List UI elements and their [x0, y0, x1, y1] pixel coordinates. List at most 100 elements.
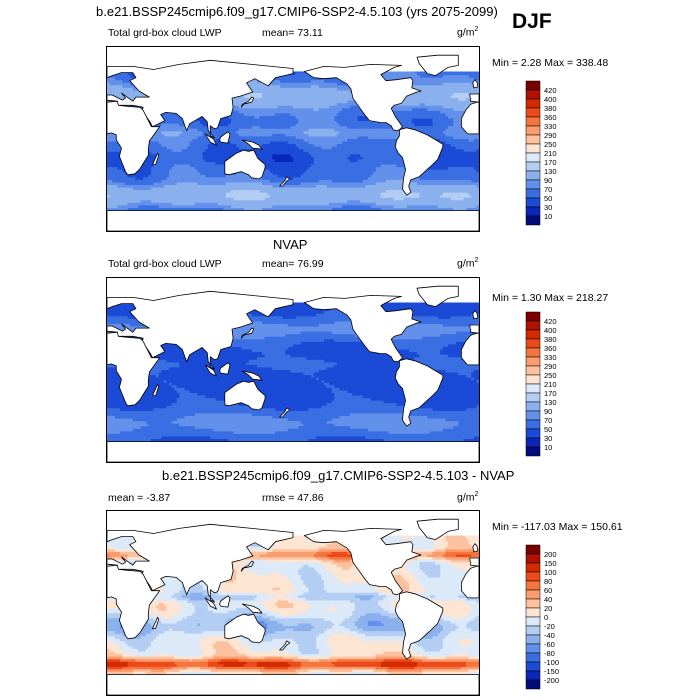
colorbar-swatch	[525, 170, 541, 181]
colorbar-swatch	[525, 80, 541, 91]
colorbar-swatch	[525, 446, 541, 457]
colorbar-swatch	[525, 589, 541, 600]
colorbar-swatch	[525, 437, 541, 448]
continent-outlines	[107, 518, 479, 695]
colorbar-swatch	[525, 392, 541, 403]
colorbar-tick-label: -40	[544, 631, 555, 640]
colorbar-tick-label: 0	[544, 613, 548, 622]
colorbar-tick-label: 170	[544, 389, 557, 398]
colorbar-tick-label: 70	[544, 185, 552, 194]
continent-outlines	[107, 54, 479, 231]
colorbar-tick-label: 60	[544, 586, 552, 595]
colorbar-swatch	[525, 383, 541, 394]
colorbar-tick-label: 400	[544, 95, 557, 104]
colorbar-swatch	[525, 607, 541, 618]
colorbar-swatch	[525, 89, 541, 100]
colorbar-tick-label: 10	[544, 212, 552, 221]
colorbar-swatch	[525, 179, 541, 190]
colorbar-swatch	[525, 562, 541, 573]
panel-obs-colorbar: 420 400 380 360 330 290 250 210 170 130 90 70 50 30 10	[525, 311, 586, 457]
panel-diff-mean-label: mean = -3.87	[108, 492, 170, 504]
panel-model-colorbar: 420 400 380 360 330 290 250 210 170 130 90 70 50 30 10	[525, 80, 586, 226]
colorbar-tick-label: 40	[544, 595, 552, 604]
colorbar-swatch	[525, 347, 541, 358]
colorbar-swatch	[525, 401, 541, 412]
colorbar-tick-label: 170	[544, 158, 557, 167]
panel-obs-mean-label: mean= 76.99	[262, 258, 324, 270]
panel-diff-field	[107, 511, 479, 695]
colorbar-swatch	[525, 107, 541, 118]
colorbar-swatch	[525, 197, 541, 208]
colorbar-tick-label: 30	[544, 434, 552, 443]
colorbar-swatch	[525, 365, 541, 376]
panel-obs-field	[107, 278, 479, 462]
colorbar-swatch	[525, 188, 541, 199]
colorbar-tick-label: 330	[544, 353, 557, 362]
colorbar-tick-label: -80	[544, 649, 555, 658]
colorbar-swatch	[525, 643, 541, 654]
panel-obs-variable-label: Total grd-box cloud LWP	[108, 258, 222, 270]
colorbar-tick-label: 90	[544, 176, 552, 185]
colorbar-swatch	[525, 338, 541, 349]
main-title: b.e21.BSSP245cmip6.f09_g17.CMIP6-SSP2-4.…	[96, 4, 498, 19]
colorbar-tick-label: -20	[544, 622, 555, 631]
panel-model-variable-label: Total grd-box cloud LWP	[108, 27, 222, 39]
colorbar-swatch	[525, 161, 541, 172]
colorbar-tick-label: 20	[544, 604, 552, 613]
colorbar-swatch	[525, 679, 541, 690]
colorbar-swatch	[525, 125, 541, 136]
colorbar-swatch	[525, 356, 541, 367]
colorbar-swatch	[525, 428, 541, 439]
colorbar-swatch	[525, 329, 541, 340]
colorbar-swatch	[525, 670, 541, 681]
colorbar-tick-label: 50	[544, 425, 552, 434]
colorbar-tick-label: 70	[544, 416, 552, 425]
panel-model-mean-label: mean= 73.11	[262, 27, 323, 39]
panel-model-minmax: Min = 2.28 Max = 338.48	[492, 57, 608, 69]
panel-model-field	[107, 47, 479, 231]
colorbar-tick-label: 420	[544, 86, 557, 95]
colorbar-tick-label: 290	[544, 131, 557, 140]
season-label: DJF	[512, 10, 552, 34]
colorbar-tick-label: 380	[544, 104, 557, 113]
colorbar-swatch	[525, 625, 541, 636]
colorbar-tick-label: 10	[544, 443, 552, 452]
colorbar-swatch	[525, 374, 541, 385]
colorbar-tick-label: 200	[544, 550, 557, 559]
colorbar-tick-label: 210	[544, 149, 557, 158]
panel-diff-rmse-label: rmse = 47.86	[262, 492, 324, 504]
colorbar-swatch	[525, 634, 541, 645]
colorbar-tick-label: 400	[544, 326, 557, 335]
panel-diff-minmax: Min = -117.03 Max = 150.61	[492, 521, 623, 533]
colorbar-swatch	[525, 134, 541, 145]
colorbar-tick-label: -150	[544, 667, 559, 676]
panel-diff-colorbar: 200 150 100 80 60 40 20 0 -20 -40 -60 -80 -100 -150 -2…	[525, 544, 586, 690]
colorbar-tick-label: 290	[544, 362, 557, 371]
colorbar-swatch	[525, 419, 541, 430]
colorbar-tick-label: 330	[544, 122, 557, 131]
colorbar-swatch	[525, 98, 541, 109]
colorbar-tick-label: -100	[544, 658, 559, 667]
colorbar-tick-label: 150	[544, 559, 557, 568]
panel-diff-map	[106, 510, 480, 696]
continent-outlines	[107, 285, 479, 462]
colorbar-tick-label: 380	[544, 335, 557, 344]
colorbar-swatch	[525, 571, 541, 582]
colorbar-tick-label: 250	[544, 371, 557, 380]
colorbar-swatch	[525, 652, 541, 663]
panel-obs-title: NVAP	[273, 237, 307, 252]
colorbar-swatch	[525, 206, 541, 217]
colorbar-tick-label: 360	[544, 113, 557, 122]
colorbar-swatch	[525, 215, 541, 226]
colorbar-tick-label: 130	[544, 167, 557, 176]
colorbar-swatch	[525, 410, 541, 421]
panel-obs-minmax: Min = 1.30 Max = 218.27	[492, 292, 608, 304]
colorbar-tick-label: 360	[544, 344, 557, 353]
colorbar-swatch	[525, 580, 541, 591]
colorbar-swatch	[525, 320, 541, 331]
panel-model-units: g/m2	[457, 26, 478, 39]
panel-model-map	[106, 46, 480, 232]
colorbar-tick-label: 80	[544, 577, 552, 586]
colorbar-swatch	[525, 311, 541, 322]
colorbar-tick-label: 420	[544, 317, 557, 326]
